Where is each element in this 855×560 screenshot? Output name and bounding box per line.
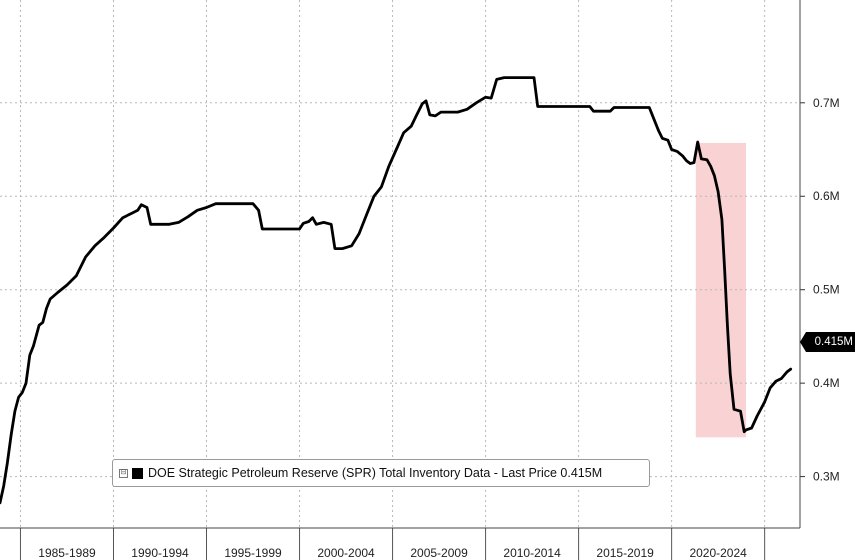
x-tick-label: 2005-2009 [410, 546, 468, 560]
x-tick-label: 2020-2024 [689, 546, 747, 560]
x-tick-label: 2015-2019 [596, 546, 654, 560]
x-tick-label: 2000-2004 [317, 546, 375, 560]
y-tick-label: 0.5M [813, 283, 840, 297]
legend-collapse-icon[interactable]: ⊟ [119, 468, 128, 478]
y-tick-label: 0.7M [813, 96, 840, 110]
last-value-badge: 0.415M [800, 332, 855, 352]
y-tick-label: 0.4M [813, 376, 840, 390]
x-tick-label: 2010-2014 [503, 546, 561, 560]
legend-series-label: DOE Strategic Petroleum Reserve (SPR) To… [148, 466, 603, 480]
y-tick-label: 0.3M [813, 470, 840, 484]
x-tick-label: 1995-1999 [224, 546, 282, 560]
series-line [0, 76, 793, 505]
y-tick-label: 0.6M [813, 189, 840, 203]
chart-legend[interactable]: ⊟ DOE Strategic Petroleum Reserve (SPR) … [112, 459, 650, 487]
legend-series-swatch [132, 467, 143, 479]
x-tick-label: 1985-1989 [38, 546, 96, 560]
x-tick-label: 1990-1994 [131, 546, 189, 560]
